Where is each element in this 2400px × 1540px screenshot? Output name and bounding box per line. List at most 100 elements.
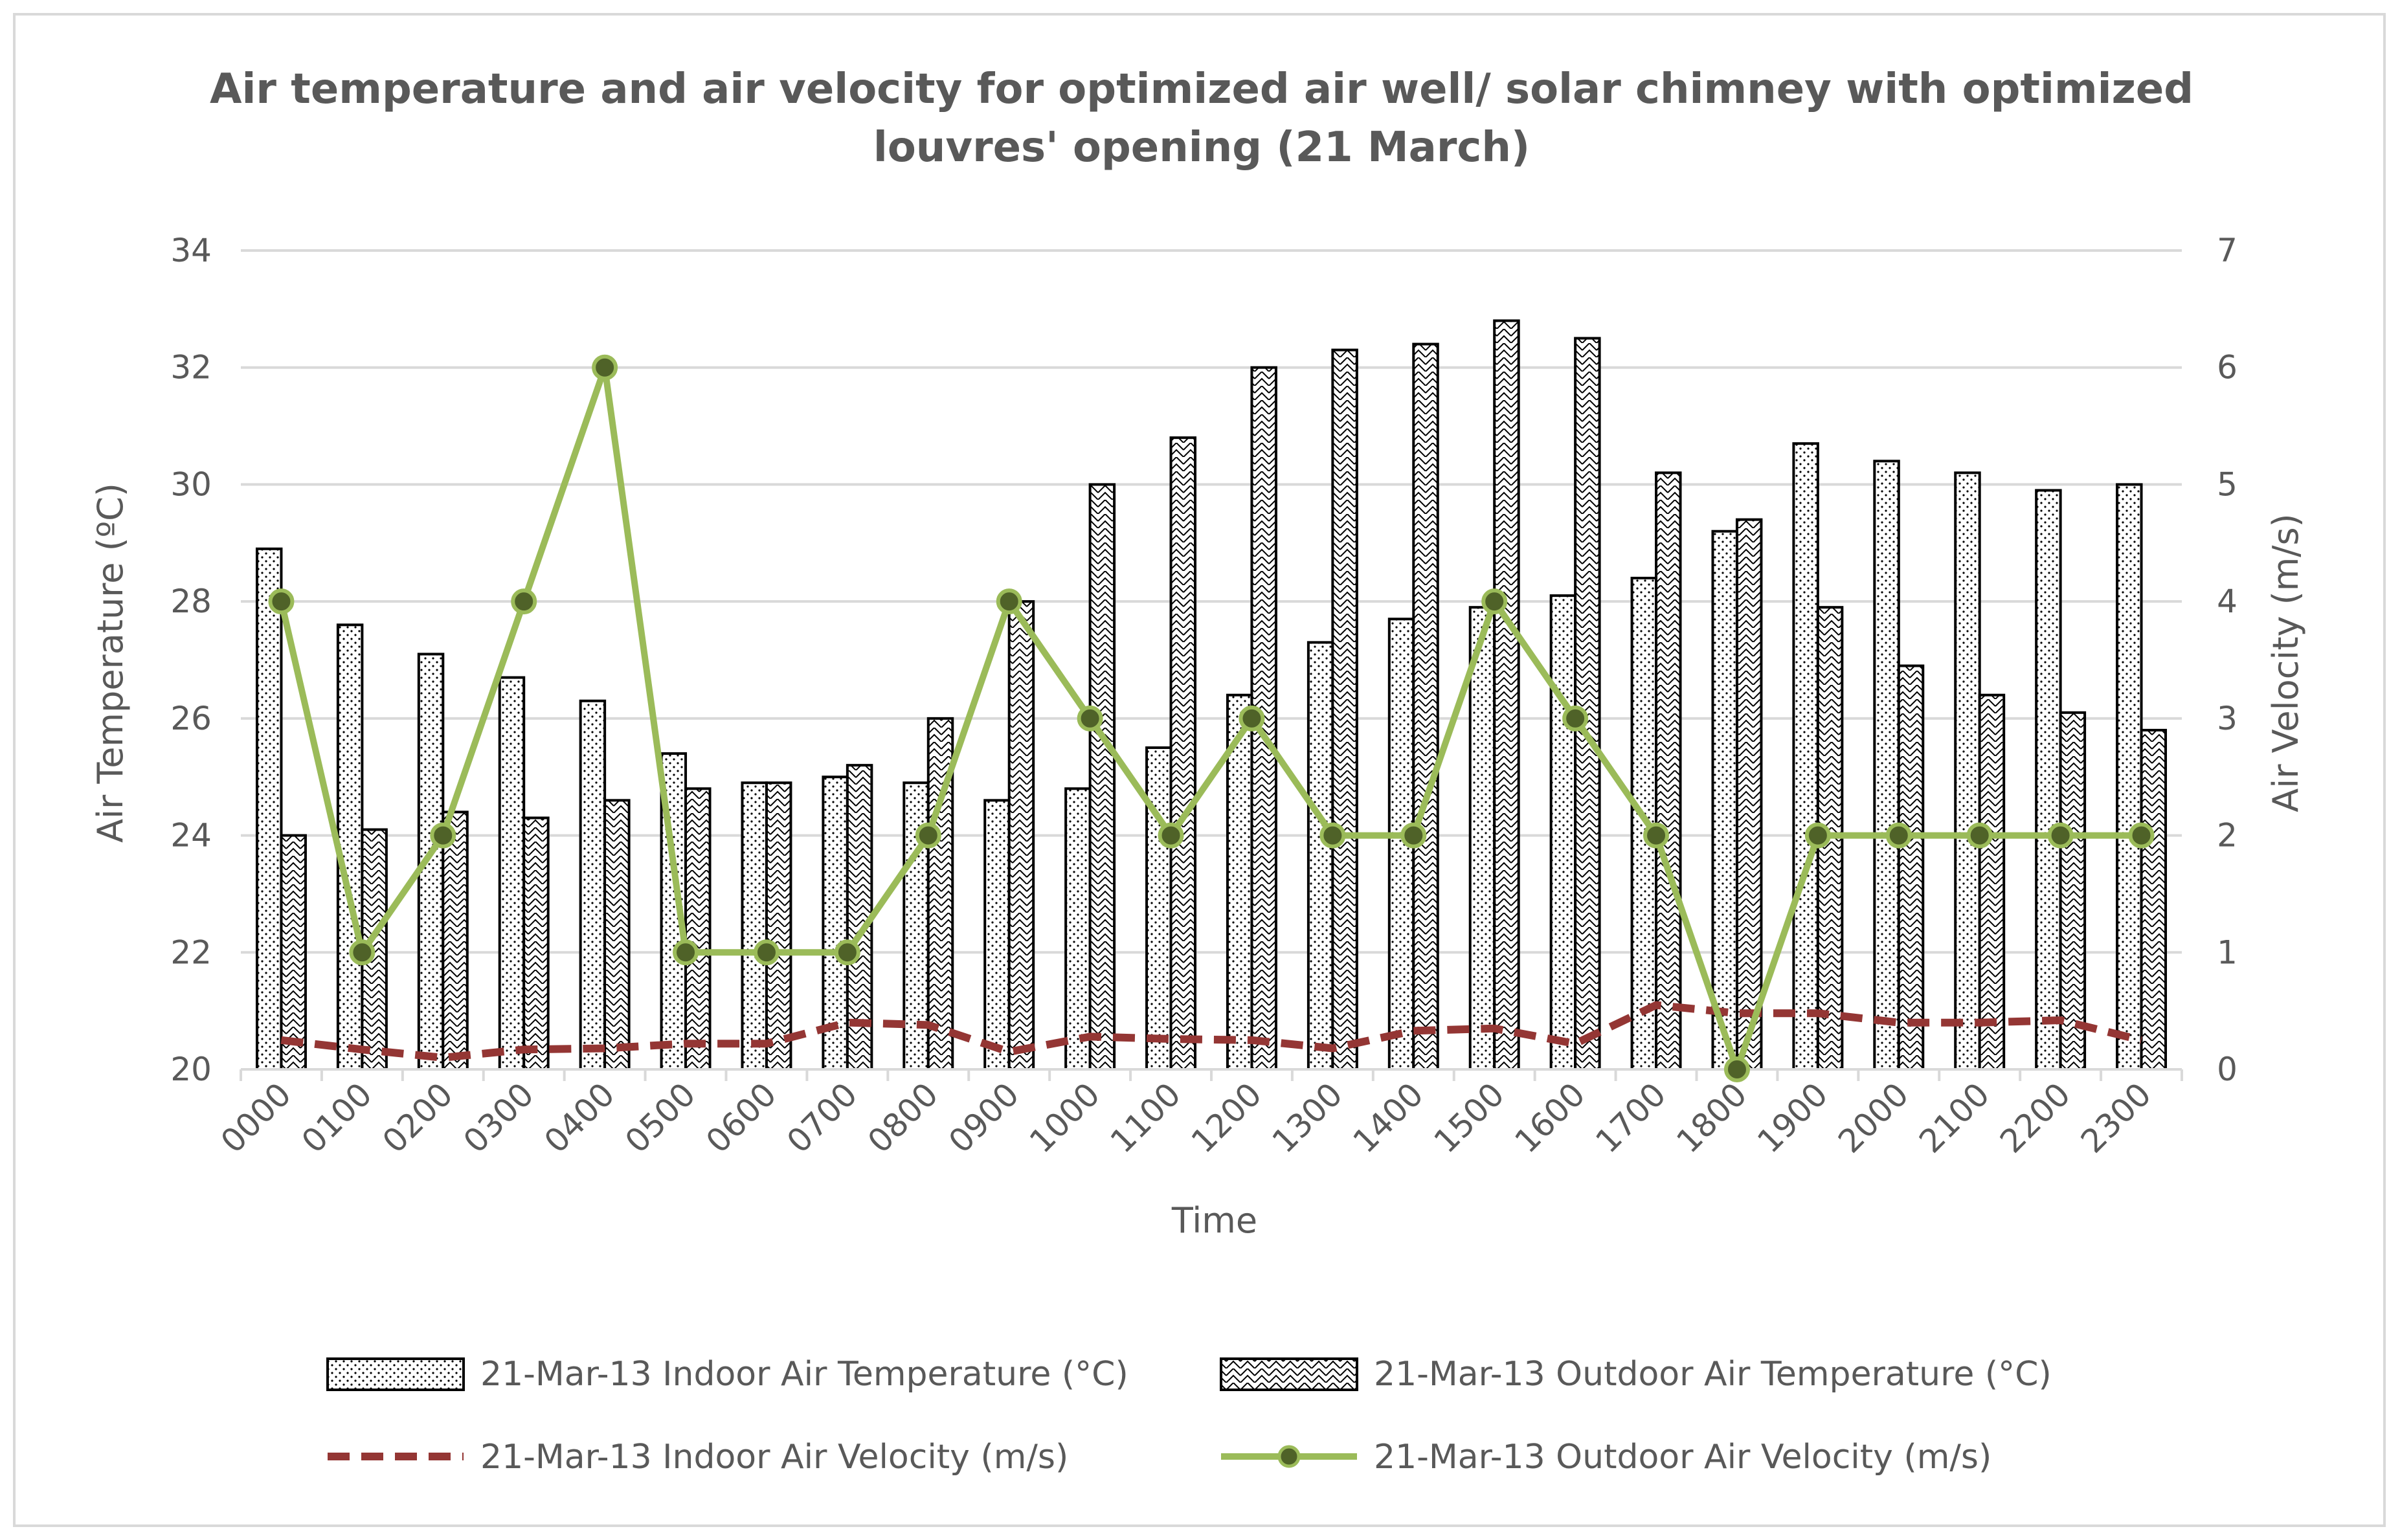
bar-outdoor-temp — [1412, 342, 1439, 1071]
x-tick-label: 1700 — [1589, 1075, 1674, 1160]
marker-outdoor-velocity — [268, 588, 295, 615]
x-tick-label: 1900 — [1750, 1075, 1835, 1160]
chart-title-line2: louvres' opening (21 March) — [873, 124, 1530, 172]
x-tick-label: 0300 — [456, 1075, 541, 1160]
y-tick-label: 28 — [170, 583, 212, 620]
y2-tick-label: 3 — [2217, 700, 2237, 737]
x-tick-label: 0000 — [214, 1075, 298, 1160]
x-tick-label: 1000 — [1022, 1075, 1107, 1160]
chart-svg: Air temperature and air velocity for opt… — [90, 65, 2306, 1477]
bar-indoor-temp — [741, 781, 768, 1071]
marker-outdoor-velocity — [834, 939, 860, 966]
bar-indoor-temp — [1711, 530, 1738, 1071]
y-tick-label: 30 — [170, 465, 212, 503]
bar-indoor-temp — [336, 623, 364, 1071]
x-tick-label: 1300 — [1265, 1075, 1350, 1160]
bar-outdoor-temp — [1897, 664, 1925, 1071]
bar-indoor-temp — [1468, 606, 1496, 1071]
y2-tick-label: 6 — [2217, 349, 2237, 386]
y2-tick-label: 7 — [2217, 232, 2237, 269]
legend-marker-outdoor-velocity — [1277, 1445, 1301, 1468]
marker-outdoor-velocity — [2128, 822, 2155, 849]
x-tick-label: 0200 — [376, 1075, 460, 1160]
bar-indoor-temp — [2035, 489, 2062, 1071]
x-tick-label: 2200 — [1993, 1075, 2078, 1160]
marker-outdoor-velocity — [1562, 705, 1589, 731]
bar-indoor-temp — [1954, 471, 1981, 1071]
legend-swatch-indoor-temp — [326, 1357, 465, 1391]
x-tick-label: 2300 — [2074, 1075, 2159, 1160]
x-tick-label: 1100 — [1103, 1075, 1188, 1160]
bar-outdoor-temp — [2059, 711, 2087, 1071]
marker-outdoor-velocity — [1077, 705, 1103, 731]
x-axis-title: Time — [1171, 1200, 1257, 1241]
marker-outdoor-velocity — [349, 939, 376, 966]
marker-outdoor-velocity — [673, 939, 699, 966]
bar-outdoor-temp — [1493, 319, 1520, 1071]
bar-outdoor-temp — [1007, 600, 1035, 1071]
y-tick-label: 34 — [170, 232, 212, 269]
x-tick-label: 1500 — [1427, 1075, 1512, 1160]
bar-indoor-temp — [1226, 693, 1253, 1071]
x-tick-label: 1800 — [1669, 1075, 1754, 1160]
legend-label-indoor-velocity: 21-Mar-13 Indoor Air Velocity (m/s) — [480, 1438, 1068, 1477]
bar-indoor-temp — [1873, 460, 1900, 1071]
marker-outdoor-velocity — [1643, 822, 1670, 849]
legend-label-outdoor-velocity: 21-Mar-13 Outdoor Air Velocity (m/s) — [1374, 1438, 1991, 1477]
bar-indoor-temp — [1792, 442, 1819, 1071]
y-tick-label: 24 — [170, 817, 212, 854]
chart-frame: Air temperature and air velocity for opt… — [13, 13, 2386, 1527]
left-axis-ticks: 20 22 24 26 28 30 32 34 — [170, 232, 212, 1088]
bar-indoor-temp — [2116, 483, 2143, 1071]
bar-outdoor-temp — [442, 810, 469, 1071]
bars — [255, 319, 2168, 1071]
bar-indoor-temp — [498, 676, 526, 1071]
marker-outdoor-velocity — [1239, 705, 1265, 731]
bar-outdoor-temp — [765, 781, 792, 1071]
marker-outdoor-velocity — [915, 822, 941, 849]
y2-tick-label: 1 — [2217, 933, 2237, 971]
y-axis-title: Air Temperature (ºC) — [90, 483, 131, 843]
y-tick-label: 26 — [170, 700, 212, 737]
x-tick-label: 0600 — [699, 1075, 783, 1160]
bar-outdoor-temp — [1169, 436, 1197, 1071]
legend-swatch-outdoor-temp — [1220, 1357, 1358, 1391]
x-tick-label: 2100 — [1912, 1075, 1997, 1160]
bar-indoor-temp — [1145, 746, 1172, 1071]
x-tick-label: 0700 — [779, 1075, 864, 1160]
y2-tick-label: 5 — [2217, 465, 2237, 503]
x-tick-label: 0100 — [295, 1075, 379, 1160]
bar-outdoor-temp — [2140, 728, 2168, 1071]
y2-tick-label: 0 — [2217, 1051, 2237, 1088]
bar-outdoor-temp — [684, 787, 712, 1071]
marker-outdoor-velocity — [1400, 822, 1427, 849]
x-tick-label: 0900 — [941, 1075, 1026, 1160]
bar-outdoor-temp — [1331, 348, 1358, 1071]
legend-label-outdoor-temp: 21-Mar-13 Outdoor Air Temperature (°C) — [1374, 1355, 2052, 1394]
marker-outdoor-velocity — [592, 354, 618, 381]
bar-outdoor-temp — [1574, 337, 1601, 1071]
bar-outdoor-temp — [1735, 518, 1763, 1071]
bar-outdoor-temp — [1088, 483, 1116, 1071]
legend-label-indoor-temp: 21-Mar-13 Indoor Air Temperature (°C) — [480, 1355, 1128, 1394]
marker-outdoor-velocity — [1966, 822, 1993, 849]
bar-indoor-temp — [983, 799, 1011, 1071]
marker-outdoor-velocity — [1158, 822, 1184, 849]
bar-outdoor-temp — [1978, 693, 2006, 1071]
marker-outdoor-velocity — [1804, 822, 1831, 849]
bar-indoor-temp — [1549, 594, 1577, 1071]
x-tick-label: 0800 — [860, 1075, 945, 1160]
y-tick-label: 20 — [170, 1051, 212, 1088]
x-tick-label: 1400 — [1346, 1075, 1431, 1160]
line-indoor-velocity — [280, 1001, 2142, 1062]
line-outdoor-velocity — [278, 364, 2142, 1073]
marker-outdoor-velocity — [1723, 1056, 1750, 1082]
marker-outdoor-velocity — [753, 939, 779, 966]
y-tick-label: 22 — [170, 933, 212, 971]
bar-outdoor-temp — [1655, 471, 1682, 1071]
x-axis-ticks: 0000010002000300040005000600070008000900… — [214, 1068, 2183, 1160]
x-tick-label: 1600 — [1508, 1075, 1593, 1160]
x-tick-label: 1200 — [1184, 1075, 1269, 1160]
x-tick-label: 2000 — [1831, 1075, 1916, 1160]
legend: 21-Mar-13 Indoor Air Temperature (°C) 21… — [326, 1355, 2052, 1477]
